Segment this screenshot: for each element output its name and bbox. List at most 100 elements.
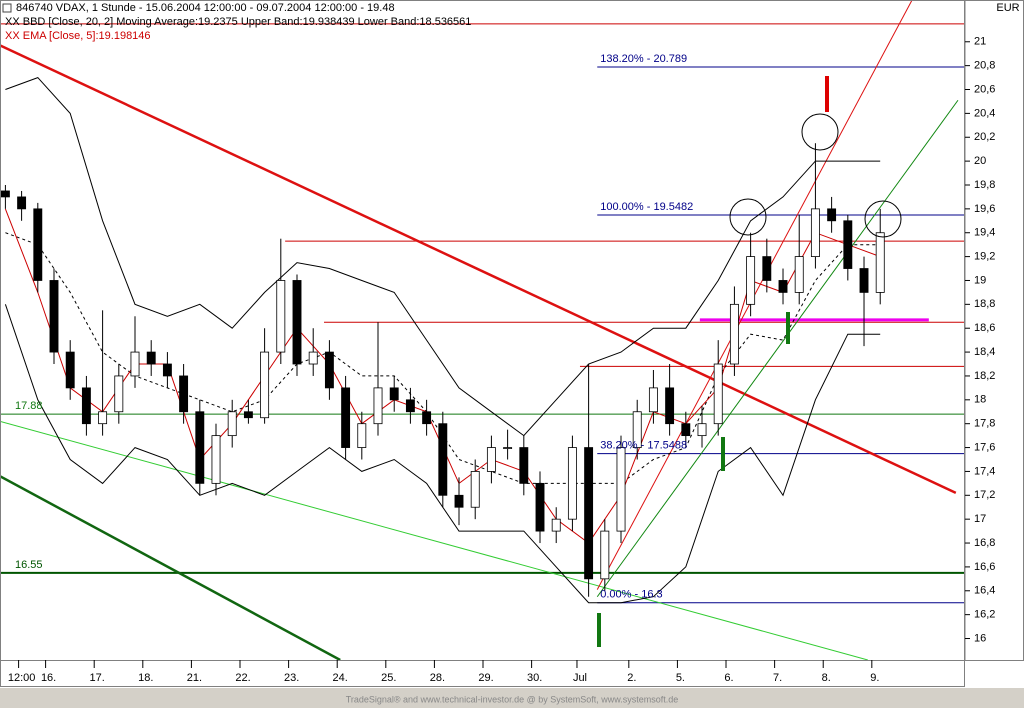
candle-body [859,268,869,293]
trend-line [0,420,868,660]
y-tick-label: 20,8 [974,60,995,72]
icon [2,3,12,13]
candle-body [567,447,577,520]
candle-body [422,411,432,425]
candle-body [535,482,545,532]
y-tick-label: 18,8 [974,298,995,310]
x-tick-label: 17. [90,672,105,684]
x-tick-label: 18. [138,672,153,684]
y-tick-label: 16,4 [974,585,995,597]
candle-body [438,423,448,496]
y-tick-label: 19,2 [974,251,995,263]
y-tick-label: 17,2 [974,489,995,501]
x-tick-label: 5. [676,672,685,684]
trend-line [0,44,957,495]
y-tick-label: 17,6 [974,441,995,453]
x-tick-label: 30. [527,672,542,684]
x-tick-label: 6. [724,672,733,684]
candle-body [33,208,43,281]
overlay-line [4,304,881,604]
header-line: XX EMA [Close, 5]:19.198146 [5,30,151,42]
candle-body [243,411,253,419]
header-line: 846740 VDAX, 1 Stunde - 15.06.2004 12:00… [16,2,395,14]
candle-body [162,363,172,377]
candle-body [146,351,156,365]
arrow-marker [597,613,601,647]
currency: EUR [996,2,1019,14]
candle-body [746,256,756,305]
arrow-marker [721,437,725,471]
candle-body [324,351,334,389]
candle-body [81,387,91,425]
candle-body [486,447,496,472]
y-tick-label: 18,4 [974,346,995,358]
candle-body [276,280,286,353]
candle-body [503,447,513,449]
fib-label: 138.20% - 20.789 [600,53,687,65]
candle-body [794,256,804,293]
x-tick-label: 24. [333,672,348,684]
candle-body [762,256,772,281]
header-line: XX BBD [Close, 20, 2] Moving Average:19.… [5,16,471,28]
candle-body [729,303,739,365]
y-tick-label: 20,4 [974,107,995,119]
candle-body [0,190,10,198]
candle-body [470,471,480,508]
y-tick-label: 18 [974,394,986,406]
candle-body [195,411,205,484]
candle-body [681,423,691,437]
candle-body [519,447,529,484]
candle-body [98,411,108,425]
y-tick-label: 20,2 [974,131,995,143]
x-tick-label: 7. [773,672,782,684]
candle-body [600,530,610,580]
footer: TradeSignal® and www.technical-investor.… [346,694,679,704]
candle-body [65,351,75,389]
y-tick-label: 17,8 [974,418,995,430]
candle-body [357,423,367,448]
y-tick-label: 19 [974,274,986,286]
y-tick-label: 19,8 [974,179,995,191]
x-tick-label: 8. [822,672,831,684]
x-tick-label: 22. [235,672,250,684]
x-tick-label: 2. [627,672,636,684]
candle-body [179,375,189,413]
y-tick-label: 20 [974,155,986,167]
trend-line [0,475,341,660]
x-tick-label: 12:00 [8,672,36,684]
trend-line [596,99,959,598]
level-label: 16.55 [15,559,43,571]
candle-body [632,411,642,448]
y-tick-label: 18,2 [974,370,995,382]
candle-body [778,280,788,293]
candle-body [665,387,675,425]
annotations [729,113,902,238]
level-label: 17.88 [15,400,43,412]
x-tick-label: 21. [187,672,202,684]
y-tick-label: 16,8 [974,537,995,549]
arrow-marker [825,76,829,112]
candle-body [308,351,318,365]
circle-annotation [801,113,839,151]
fib-label: 38.20% - 17.5488 [600,440,687,452]
circle-annotation [729,198,767,236]
candle-body [211,435,221,484]
x-tick-label: Jul [573,672,587,684]
x-tick-label: 29. [478,672,493,684]
y-tick-label: 19,4 [974,227,995,239]
candle-body [551,518,561,532]
candle-body [713,363,723,425]
x-tick-label: 28. [430,672,445,684]
y-tick-label: 17,4 [974,465,995,477]
circle-annotation [864,200,902,238]
candle-body [405,399,415,413]
y-tick-label: 18,6 [974,322,995,334]
y-tick-label: 16,6 [974,561,995,573]
y-tick-label: 21 [974,36,986,48]
candle-body [341,387,351,448]
x-tick-label: 25. [381,672,396,684]
overlay-line [5,77,881,437]
candle-body [843,220,853,269]
candle-body [827,208,837,222]
